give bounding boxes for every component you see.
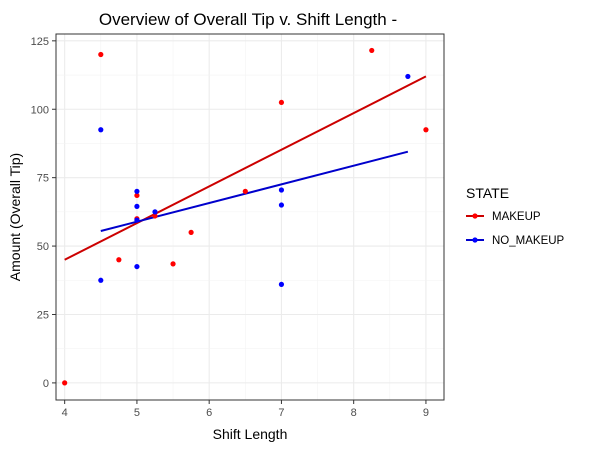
data-point-no-makeup bbox=[134, 188, 140, 194]
x-tick-label: 4 bbox=[62, 407, 68, 419]
data-point-makeup bbox=[188, 229, 194, 235]
data-point-no-makeup bbox=[134, 203, 140, 209]
y-tick-label: 75 bbox=[37, 173, 49, 185]
y-tick-label: 0 bbox=[43, 378, 49, 390]
chart-title: Overview of Overall Tip v. Shift Length … bbox=[99, 10, 397, 29]
y-tick-label: 50 bbox=[37, 241, 49, 253]
legend: STATE MAKEUP NO_MAKEUP bbox=[466, 185, 565, 247]
data-point-no-makeup bbox=[134, 263, 140, 270]
data-point-no-makeup bbox=[278, 281, 285, 287]
data-point-makeup bbox=[423, 127, 429, 133]
data-point-no-makeup bbox=[278, 187, 285, 193]
data-point-makeup bbox=[62, 380, 68, 386]
trend-lines bbox=[64, 75, 427, 261]
data-point-makeup bbox=[369, 47, 375, 54]
data-point-makeup bbox=[116, 257, 122, 263]
data-point-no-makeup bbox=[152, 209, 158, 215]
legend-key-point bbox=[472, 213, 478, 219]
data-point-makeup bbox=[152, 213, 158, 219]
x-axis-ticks: 4 5 6 7 8 9 bbox=[62, 400, 429, 419]
legend-key-point bbox=[472, 237, 478, 243]
legend-title: STATE bbox=[466, 185, 509, 201]
x-tick-label: 9 bbox=[423, 407, 429, 419]
y-tick-label: 25 bbox=[37, 309, 49, 321]
trend-line-no-makeup bbox=[100, 150, 409, 232]
y-tick-label: 100 bbox=[31, 104, 49, 116]
data-point-no-makeup bbox=[98, 127, 104, 133]
data-point-no-makeup bbox=[134, 217, 140, 223]
data-points bbox=[62, 47, 429, 386]
plot-border bbox=[55, 33, 445, 401]
plot-background bbox=[56, 34, 444, 400]
legend-label: MAKEUP bbox=[492, 211, 541, 223]
data-point-no-makeup bbox=[405, 73, 411, 80]
x-tick-label: 8 bbox=[351, 407, 357, 419]
data-point-makeup bbox=[278, 99, 285, 106]
y-axis-title: Amount (Overall Tip) bbox=[7, 153, 23, 281]
data-point-makeup bbox=[134, 192, 140, 199]
data-point-makeup bbox=[98, 51, 104, 58]
legend-item-no-makeup: NO_MAKEUP bbox=[466, 235, 565, 247]
x-tick-label: 7 bbox=[278, 407, 284, 419]
x-tick-label: 5 bbox=[134, 407, 140, 419]
data-point-makeup bbox=[242, 188, 248, 194]
trend-line-makeup bbox=[64, 75, 427, 261]
legend-item-makeup: MAKEUP bbox=[466, 211, 541, 223]
legend-label: NO_MAKEUP bbox=[492, 235, 565, 247]
x-axis-title: Shift Length bbox=[213, 426, 288, 442]
data-point-no-makeup bbox=[98, 277, 104, 283]
y-axis-ticks: 0 25 50 75 100 125 bbox=[31, 36, 56, 390]
plot-panel bbox=[55, 33, 445, 401]
legend-items: MAKEUP NO_MAKEUP bbox=[466, 211, 565, 247]
x-tick-label: 6 bbox=[206, 407, 212, 419]
data-point-no-makeup bbox=[278, 202, 285, 208]
y-tick-label: 125 bbox=[31, 36, 49, 48]
grid-lines bbox=[56, 34, 444, 400]
data-point-makeup bbox=[170, 261, 176, 267]
